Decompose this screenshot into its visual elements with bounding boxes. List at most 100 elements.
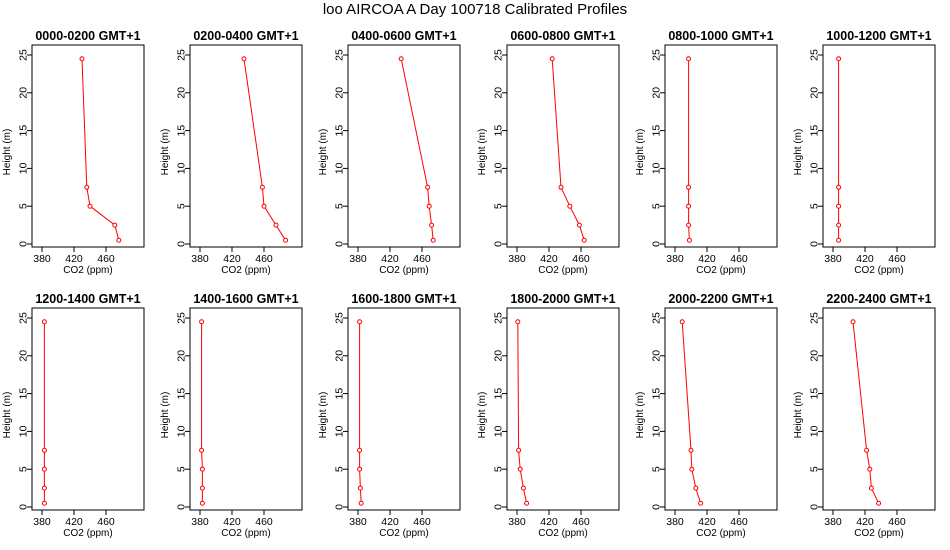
profile-point xyxy=(693,485,699,491)
y-tick-label: 5 xyxy=(176,466,188,472)
profile-point xyxy=(358,500,364,506)
y-tick-label: 0 xyxy=(493,504,505,510)
y-tick-label: 25 xyxy=(18,49,30,61)
x-tick-label: 420 xyxy=(65,253,83,265)
y-tick-label: 15 xyxy=(18,388,30,400)
profile-point xyxy=(850,319,856,325)
y-tick-label: 0 xyxy=(18,504,30,510)
x-tick-label: 380 xyxy=(33,253,51,265)
profile-point xyxy=(836,184,842,190)
profile-line xyxy=(201,321,203,504)
y-tick-label: 20 xyxy=(809,87,821,99)
panel-title: 1600-1800 GMT+1 xyxy=(351,292,456,306)
x-tick-label: 380 xyxy=(349,516,367,528)
panel-title: 0800-1000 GMT+1 xyxy=(668,29,773,43)
x-tick-label: 460 xyxy=(730,253,748,265)
x-tick-label: 380 xyxy=(824,516,842,528)
y-tick-label: 25 xyxy=(493,312,505,324)
y-tick-label: 5 xyxy=(493,466,505,472)
profile-point xyxy=(567,203,573,209)
panel-title: 0200-0400 GMT+1 xyxy=(193,29,298,43)
profile-line xyxy=(517,321,528,504)
profile-point xyxy=(241,56,247,62)
y-tick-label: 0 xyxy=(809,504,821,510)
profile-point xyxy=(357,485,363,491)
x-tick-label: 380 xyxy=(191,253,209,265)
x-tick-label: 460 xyxy=(413,516,431,528)
y-tick-label: 0 xyxy=(809,241,821,247)
x-tick-label: 380 xyxy=(349,253,367,265)
x-axis-label: CO2 (ppm) xyxy=(854,528,903,539)
y-tick-label: 10 xyxy=(651,425,663,437)
profile-point xyxy=(87,203,93,209)
y-tick-label: 10 xyxy=(334,425,346,437)
profile-point xyxy=(425,184,431,190)
profile-point xyxy=(867,466,873,472)
y-tick-label: 5 xyxy=(809,466,821,472)
profile-point xyxy=(199,319,205,325)
x-tick-label: 460 xyxy=(97,253,115,265)
x-tick-label: 420 xyxy=(381,253,399,265)
y-tick-label: 25 xyxy=(493,49,505,61)
x-tick-label: 460 xyxy=(730,516,748,528)
y-tick-label: 20 xyxy=(334,87,346,99)
y-tick-label: 25 xyxy=(809,49,821,61)
profile-point xyxy=(79,56,85,62)
y-tick-label: 15 xyxy=(334,125,346,137)
plot-frame xyxy=(506,44,620,248)
y-tick-label: 0 xyxy=(18,241,30,247)
y-tick-label: 5 xyxy=(334,203,346,209)
profile-point xyxy=(698,500,704,506)
x-axis-label: CO2 (ppm) xyxy=(696,265,745,276)
y-tick-label: 5 xyxy=(809,203,821,209)
y-axis-label: Height (m) xyxy=(793,129,804,176)
y-tick-label: 25 xyxy=(809,312,821,324)
profile-line xyxy=(688,58,690,241)
figure-title: loo AIRCOA A Day 100718 Calibrated Profi… xyxy=(322,1,628,18)
profile-point xyxy=(686,222,692,228)
y-tick-label: 20 xyxy=(334,350,346,362)
y-tick-label: 20 xyxy=(493,87,505,99)
y-tick-label: 5 xyxy=(651,466,663,472)
y-tick-label: 20 xyxy=(18,350,30,362)
profile-point xyxy=(515,319,521,325)
profile-line xyxy=(852,321,880,504)
profile-point xyxy=(116,237,122,243)
y-tick-label: 15 xyxy=(18,125,30,137)
plot-frame xyxy=(189,307,303,511)
x-axis-label: CO2 (ppm) xyxy=(538,528,587,539)
x-axis-label: CO2 (ppm) xyxy=(696,528,745,539)
y-axis-label: Height (m) xyxy=(318,392,329,439)
profile-point xyxy=(516,447,522,453)
x-tick-label: 460 xyxy=(413,253,431,265)
profile-point xyxy=(259,184,265,190)
profile-point xyxy=(426,203,432,209)
y-tick-label: 15 xyxy=(176,388,188,400)
profile-point xyxy=(876,500,882,506)
x-axis-label: CO2 (ppm) xyxy=(221,528,270,539)
y-tick-label: 5 xyxy=(176,203,188,209)
plot-frame xyxy=(347,44,461,248)
y-tick-label: 10 xyxy=(493,162,505,174)
x-axis-label: CO2 (ppm) xyxy=(379,528,428,539)
plot-frame xyxy=(31,307,145,511)
profile-point xyxy=(357,447,363,453)
plot-frame xyxy=(822,307,936,511)
y-tick-label: 15 xyxy=(493,388,505,400)
panel-title: 1800-2000 GMT+1 xyxy=(510,292,615,306)
x-tick-label: 460 xyxy=(97,516,115,528)
y-axis-label: Height (m) xyxy=(160,129,171,176)
y-tick-label: 0 xyxy=(176,241,188,247)
x-tick-label: 460 xyxy=(888,516,906,528)
y-tick-label: 20 xyxy=(176,350,188,362)
y-tick-label: 20 xyxy=(493,350,505,362)
y-tick-label: 10 xyxy=(493,425,505,437)
x-tick-label: 460 xyxy=(572,516,590,528)
